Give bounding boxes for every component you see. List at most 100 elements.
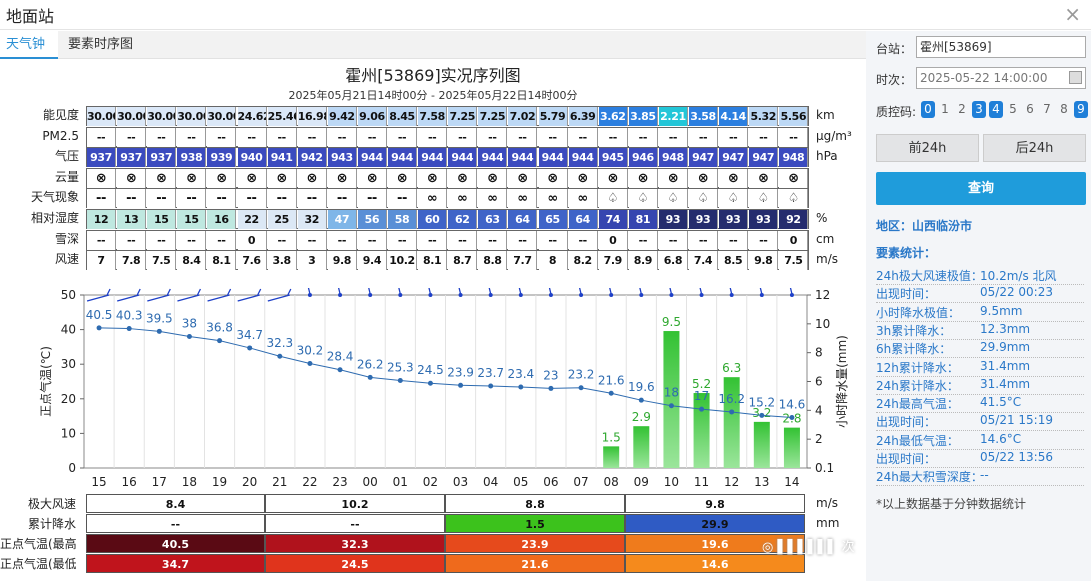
wind-barb-icon — [518, 288, 522, 295]
stat-separator — [876, 430, 1084, 432]
table-cell: 944 — [478, 148, 508, 168]
row-unit: m/s — [816, 252, 838, 267]
table-cell: ⊗ — [357, 168, 387, 188]
temp-label: 15.2 — [748, 395, 775, 409]
summary-cell: 8.8 — [445, 494, 625, 513]
stat-value: 29.9mm — [980, 340, 1031, 355]
table-cell: -- — [327, 127, 357, 147]
qc-code-5[interactable]: 5 — [1009, 102, 1017, 116]
dialog-title: 地面站 — [6, 7, 55, 26]
table-cell: 0 — [779, 230, 809, 250]
stat-row: 出现时间： 05/21 15:19 — [876, 413, 1053, 430]
time-field[interactable]: 2025-05-22 14:00:00 — [916, 67, 1086, 89]
table-cell: 30.00 — [87, 107, 117, 126]
qc-code-7[interactable]: 7 — [1043, 102, 1051, 116]
summary-unit: m/s — [816, 496, 838, 510]
wind-barb-dot — [759, 293, 764, 297]
precip-bar-label: 6.3 — [722, 361, 741, 375]
table-cell: ⊗ — [749, 168, 779, 188]
y-tick-label: 10 — [61, 426, 76, 440]
close-icon[interactable]: × — [1064, 2, 1081, 26]
qc-code-3[interactable]: 3 — [972, 101, 986, 118]
summary-cell: 24.5 — [265, 554, 445, 573]
table-cell: -- — [658, 127, 688, 147]
table-cell: 948 — [779, 148, 809, 168]
qc-code-2[interactable]: 2 — [958, 102, 966, 116]
table-cell: -- — [237, 127, 267, 147]
table-cell: -- — [267, 189, 297, 209]
summary-cell: 9.8 — [625, 494, 805, 513]
table-cell: -- — [749, 230, 779, 250]
row-frame — [86, 106, 810, 126]
prev-24h-button[interactable]: 前24h — [876, 134, 979, 162]
wind-barb-dot — [789, 293, 794, 297]
calendar-icon[interactable] — [1069, 71, 1082, 84]
stat-separator — [876, 284, 1084, 285]
summary-cell: 10.2 — [265, 494, 445, 513]
summary-label: 正点气温(最低) — [0, 557, 76, 571]
table-cell: ∞ — [448, 189, 478, 209]
table-cell: ∞ — [508, 189, 538, 209]
stat-value: 31.4mm — [980, 376, 1031, 391]
temp-label: 14.6 — [779, 397, 806, 411]
table-cell: 13 — [117, 210, 147, 229]
tab-element-timeseries[interactable]: 要素时序图 — [68, 37, 134, 52]
table-cell: 944 — [418, 148, 448, 168]
table-cell: ⊗ — [568, 168, 598, 188]
wind-barb-icon — [177, 288, 202, 302]
qc-code-0[interactable]: 0 — [921, 101, 935, 118]
y2-tick-label: 8 — [815, 346, 823, 360]
qc-code-6[interactable]: 6 — [1026, 102, 1034, 116]
stat-value: 9.5mm — [980, 303, 1023, 318]
y2-tick-label: 12 — [815, 288, 830, 302]
row-frame — [86, 126, 810, 147]
wind-barb-icon — [147, 288, 171, 302]
wind-barb-dot — [488, 293, 493, 297]
table-cell: -- — [478, 230, 508, 250]
temp-point — [277, 353, 283, 359]
table-cell: ∞ — [568, 189, 598, 209]
stat-value: 10.2m/s 北风 — [980, 269, 1057, 283]
table-cell: -- — [628, 230, 658, 250]
precip-bar-label: 5.2 — [692, 377, 711, 391]
table-cell: 8.8 — [478, 251, 508, 271]
table-cell: -- — [388, 230, 418, 250]
wind-barb-icon — [207, 288, 232, 302]
table-cell: ⊗ — [418, 168, 448, 188]
table-cell: 945 — [598, 148, 628, 168]
stat-separator — [876, 375, 1084, 377]
y2-tick-label: 10 — [815, 317, 830, 331]
table-cell: 93 — [719, 210, 749, 229]
qc-code-1[interactable]: 1 — [941, 102, 949, 116]
table-cell: 944 — [448, 148, 478, 168]
table-cell: 8.1 — [418, 251, 448, 271]
query-button[interactable]: 查询 — [876, 172, 1086, 205]
table-cell: 944 — [388, 148, 418, 168]
temp-label: 24.5 — [417, 363, 444, 377]
stat-key: 24h最大积雪深度： — [876, 470, 983, 485]
row-frame — [86, 250, 810, 271]
table-cell: ♤ — [658, 189, 688, 209]
wind-barb-icon — [488, 288, 492, 295]
temp-label: 23.9 — [447, 365, 474, 379]
table-cell: -- — [418, 127, 448, 147]
next-24h-button[interactable]: 后24h — [983, 134, 1086, 162]
wind-barb-icon — [428, 288, 432, 295]
table-cell: 947 — [689, 148, 719, 168]
qc-code-9[interactable]: 9 — [1074, 101, 1088, 118]
table-cell: 5.79 — [538, 107, 568, 126]
stat-key: 24h最高气温： — [876, 397, 959, 412]
wind-barb-icon — [669, 288, 673, 295]
wind-barb-icon — [267, 288, 292, 302]
x-tick-label: 16 — [122, 475, 137, 488]
station-field[interactable]: 霍州[53869] — [916, 36, 1086, 58]
summary-cell: 23.9 — [445, 534, 625, 553]
stat-key: 3h累计降水： — [876, 323, 952, 338]
table-cell: -- — [117, 189, 147, 209]
x-tick-label: 19 — [212, 475, 227, 488]
qc-code-8[interactable]: 8 — [1060, 102, 1068, 116]
qc-code-4[interactable]: 4 — [989, 101, 1003, 118]
stat-row: 出现时间： 05/22 13:56 — [876, 450, 1053, 467]
tab-weather-clock[interactable]: 天气钟 — [0, 31, 58, 59]
table-cell: 2.21 — [658, 107, 688, 126]
